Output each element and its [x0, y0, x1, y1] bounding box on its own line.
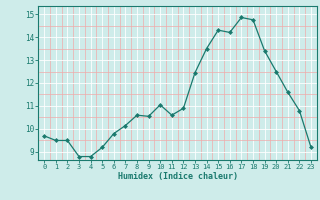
X-axis label: Humidex (Indice chaleur): Humidex (Indice chaleur) [118, 172, 238, 181]
